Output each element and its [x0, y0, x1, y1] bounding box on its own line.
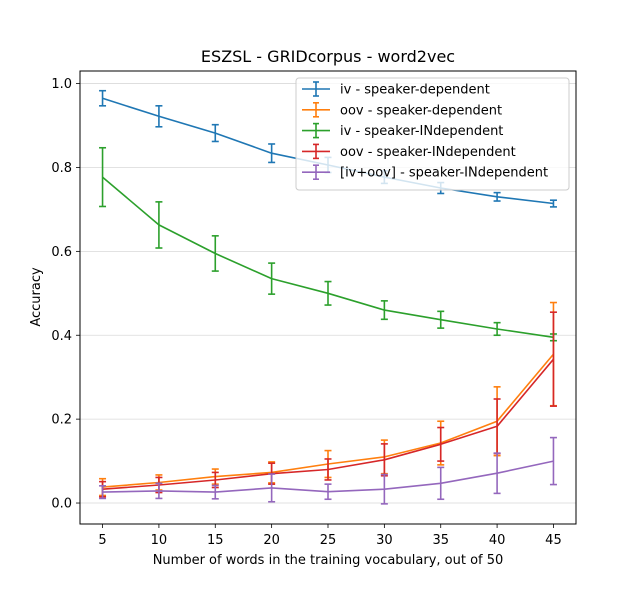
y-axis-label: Accuracy	[29, 267, 44, 327]
data-point-errorbar	[380, 473, 388, 505]
x-tick-label: 30	[376, 533, 393, 548]
y-axis-ticks: 0.0 0.2 0.4 0.6 0.8 1.0	[51, 77, 80, 512]
data-point-errorbar	[437, 310, 445, 329]
data-point-errorbar	[493, 191, 501, 202]
legend-label: iv - speaker-INdependent	[340, 124, 503, 139]
legend-label: oov - speaker-INdependent	[340, 145, 516, 160]
x-tick-label: 20	[263, 533, 280, 548]
y-tick-label: 0.0	[51, 497, 72, 512]
data-point-errorbar	[324, 483, 332, 501]
data-point-errorbar	[99, 146, 107, 208]
legend: iv - speaker-dependent oov - speaker-depe…	[295, 77, 570, 191]
data-point-errorbar	[549, 436, 557, 486]
x-tick-label: 5	[98, 533, 106, 548]
data-point-errorbar	[211, 235, 219, 272]
data-point-errorbar	[549, 199, 557, 208]
y-tick-label: 0.2	[51, 413, 72, 428]
data-point-errorbar	[493, 452, 501, 495]
series-3	[99, 146, 557, 342]
y-tick-label: 0.8	[51, 161, 72, 176]
data-point-errorbar	[268, 473, 276, 503]
data-point-errorbar	[99, 485, 107, 500]
series-5	[99, 436, 557, 505]
data-point-errorbar	[268, 262, 276, 295]
y-tick-label: 1.0	[51, 77, 72, 92]
data-point-errorbar	[211, 484, 219, 500]
data-point-errorbar	[268, 143, 276, 164]
legend-entry: [iv+oov] - speaker-INdependent	[302, 164, 548, 181]
x-tick-label: 35	[432, 533, 449, 548]
x-axis-label: Number of words in the training vocabula…	[153, 553, 504, 568]
x-axis-ticks: 5 10 15 20 25 30 35 40 45	[98, 524, 562, 548]
data-point-errorbar	[155, 482, 163, 500]
x-tick-label: 25	[320, 533, 337, 548]
legend-entry: oov - speaker-dependent	[302, 102, 502, 118]
y-tick-label: 0.4	[51, 329, 72, 344]
data-point-errorbar	[155, 105, 163, 128]
x-tick-label: 45	[545, 533, 562, 548]
data-point-errorbar	[380, 300, 388, 321]
legend-label: [iv+oov] - speaker-INdependent	[340, 166, 548, 181]
data-point-errorbar	[155, 201, 163, 249]
data-point-errorbar	[549, 311, 557, 407]
x-tick-label: 10	[151, 533, 168, 548]
legend-entry: iv - speaker-dependent	[302, 81, 490, 98]
x-tick-label: 15	[207, 533, 224, 548]
chart-title: ESZSL - GRIDcorpus - word2vec	[201, 47, 455, 66]
legend-entry: iv - speaker-INdependent	[302, 122, 503, 139]
data-point-errorbar	[324, 458, 332, 481]
legend-box	[295, 77, 570, 191]
legend-entry: oov - speaker-INdependent	[302, 143, 516, 160]
data-point-errorbar	[99, 89, 107, 107]
data-point-errorbar	[324, 280, 332, 306]
data-point-errorbar	[437, 426, 445, 462]
legend-label: iv - speaker-dependent	[340, 83, 490, 98]
data-point-errorbar	[437, 466, 445, 501]
legend-label: oov - speaker-dependent	[340, 103, 502, 118]
y-tick-label: 0.6	[51, 245, 72, 260]
data-point-errorbar	[211, 123, 219, 143]
data-point-errorbar	[493, 321, 501, 337]
x-tick-label: 40	[489, 533, 506, 548]
